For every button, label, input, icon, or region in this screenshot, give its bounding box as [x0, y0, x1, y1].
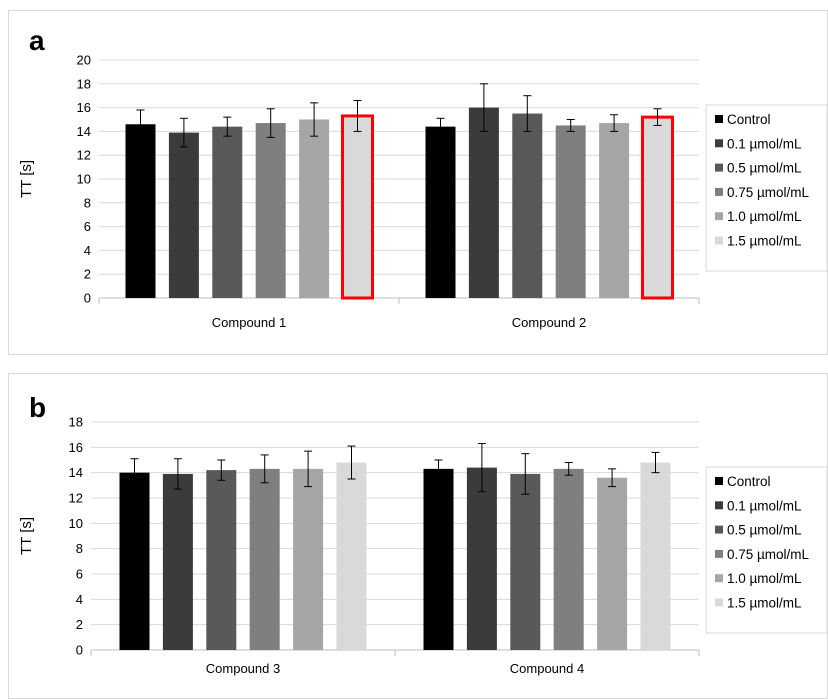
- y-tick-label: 4: [84, 243, 91, 258]
- legend-label: 0.5 µmol/mL: [727, 523, 802, 538]
- legend-label: 1.0 µmol/mL: [727, 209, 802, 224]
- bar: [599, 123, 630, 298]
- chart-panel-a: a 0 2 4 6 8 10 12 14 16 18 20 TT [s] Compound 1 Compou…: [8, 10, 828, 355]
- bar: [466, 467, 497, 650]
- bar: [423, 468, 454, 650]
- legend-swatch: [715, 236, 723, 245]
- bar: [425, 126, 456, 298]
- bar: [640, 462, 671, 650]
- y-tick-label: 12: [77, 148, 91, 163]
- legend-box: [705, 466, 828, 634]
- y-tick-label: 12: [69, 491, 83, 506]
- y-axis-title: TT [s]: [18, 160, 35, 198]
- bar: [206, 470, 237, 650]
- legend-swatch: [715, 115, 723, 123]
- y-tick-label: 14: [69, 465, 83, 480]
- y-tick-label: 4: [76, 592, 83, 607]
- chart-panel-b: b 0 2 4 6 8 10 12 14 16 18 TT [s] Compound 3 Compound…: [8, 373, 828, 699]
- bar: [553, 468, 584, 650]
- y-tick-label: 2: [76, 617, 83, 632]
- y-tick-label: 6: [84, 219, 91, 234]
- legend-label: Control: [727, 112, 771, 127]
- panel-letter: a: [29, 25, 45, 56]
- legend-swatch: [715, 163, 723, 172]
- bar: [299, 119, 330, 298]
- bar: [597, 477, 628, 650]
- bar: [162, 473, 193, 650]
- legend-label: 0.75 µmol/mL: [727, 185, 810, 200]
- y-tick-label: 0: [84, 291, 91, 306]
- y-tick-label: 6: [76, 567, 83, 582]
- y-tick-label: 0: [76, 643, 83, 658]
- category-label: Compound 2: [512, 315, 586, 330]
- legend-label: Control: [727, 474, 771, 489]
- legend-swatch: [715, 525, 723, 534]
- legend-swatch: [715, 598, 723, 607]
- legend-label: 0.1 µmol/mL: [727, 136, 802, 151]
- y-axis-title: TT [s]: [18, 517, 35, 555]
- category-label: Compound 4: [510, 661, 584, 676]
- bar: [641, 115, 674, 300]
- panel-letter: b: [29, 392, 46, 423]
- legend-box: [705, 104, 828, 272]
- legend-swatch: [715, 549, 723, 558]
- y-tick-label: 14: [77, 124, 91, 139]
- bar: [293, 468, 324, 650]
- y-tick-label: 8: [84, 195, 91, 210]
- legend-swatch: [715, 139, 723, 148]
- legend-swatch: [715, 477, 723, 485]
- bar: [119, 472, 150, 650]
- bar: [125, 124, 156, 298]
- y-tick-label: 10: [77, 172, 91, 187]
- legend-swatch: [715, 574, 723, 583]
- bar: [255, 123, 286, 298]
- bar: [468, 107, 499, 298]
- bar: [212, 126, 243, 298]
- legend-label: 0.1 µmol/mL: [727, 498, 802, 513]
- chart-svg-a: a 0 2 4 6 8 10 12 14 16 18 20 TT [s] Compound 1 Compou…: [18, 25, 828, 330]
- y-tick-label: 18: [77, 76, 91, 91]
- category-label: Compound 1: [212, 315, 286, 330]
- legend-swatch: [715, 212, 723, 221]
- legend-label: 1.0 µmol/mL: [727, 571, 802, 586]
- bar: [510, 473, 541, 650]
- y-tick-label: 20: [77, 53, 91, 68]
- category-label: Compound 3: [206, 661, 280, 676]
- y-tick-label: 8: [76, 541, 83, 556]
- bar: [512, 113, 543, 298]
- bar: [249, 468, 280, 650]
- y-tick-label: 2: [84, 267, 91, 282]
- bar: [336, 462, 367, 650]
- bar: [555, 125, 586, 298]
- legend-swatch: [715, 501, 723, 510]
- chart-svg-b: b 0 2 4 6 8 10 12 14 16 18 TT [s] Compound 3 Compound…: [18, 392, 828, 676]
- legend-label: 1.5 µmol/mL: [727, 234, 802, 249]
- y-tick-label: 16: [69, 440, 83, 455]
- legend-swatch: [715, 187, 723, 196]
- legend-label: 0.5 µmol/mL: [727, 161, 802, 176]
- legend-label: 0.75 µmol/mL: [727, 547, 810, 562]
- bar: [341, 114, 374, 300]
- y-tick-label: 16: [77, 100, 91, 115]
- legend-label: 1.5 µmol/mL: [727, 596, 802, 611]
- y-tick-label: 18: [69, 415, 83, 430]
- y-tick-label: 10: [69, 516, 83, 531]
- bar: [168, 132, 199, 298]
